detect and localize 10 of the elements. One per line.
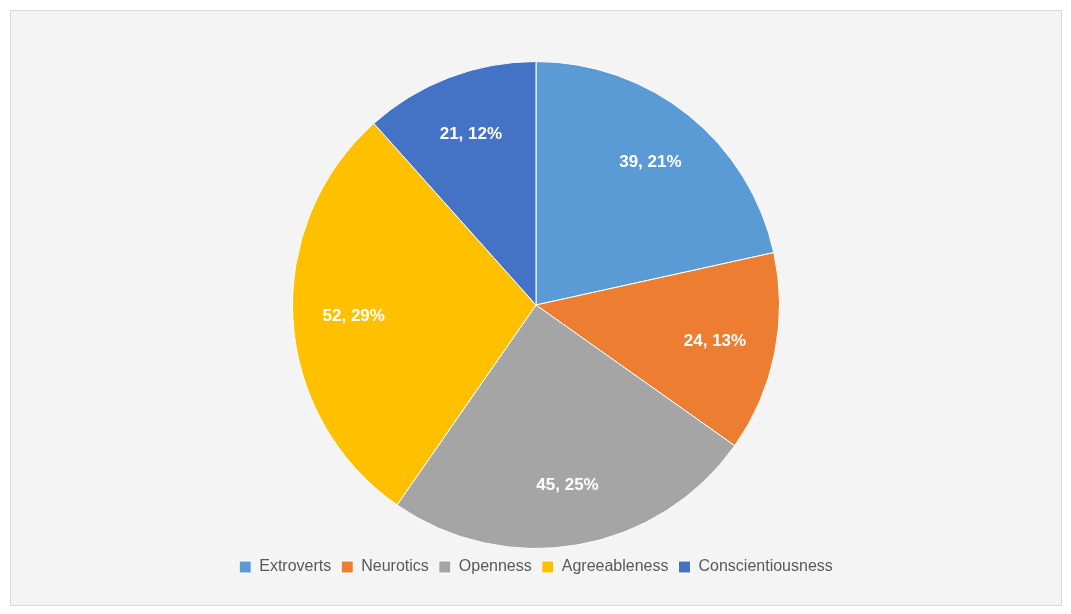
data-label: 45, 25% (536, 474, 599, 494)
data-label: 24, 13% (683, 330, 747, 350)
legend-label: Conscientiousness (698, 557, 833, 575)
legend-label: Extroverts (259, 557, 332, 575)
legend-label: Neurotics (361, 557, 429, 575)
data-label: 21, 12% (439, 124, 503, 144)
data-label: 39, 21% (619, 152, 682, 172)
data-label: 52, 29% (322, 305, 385, 325)
legend-label: Openness (458, 557, 532, 575)
legend-label: Agreeableness (561, 557, 669, 575)
